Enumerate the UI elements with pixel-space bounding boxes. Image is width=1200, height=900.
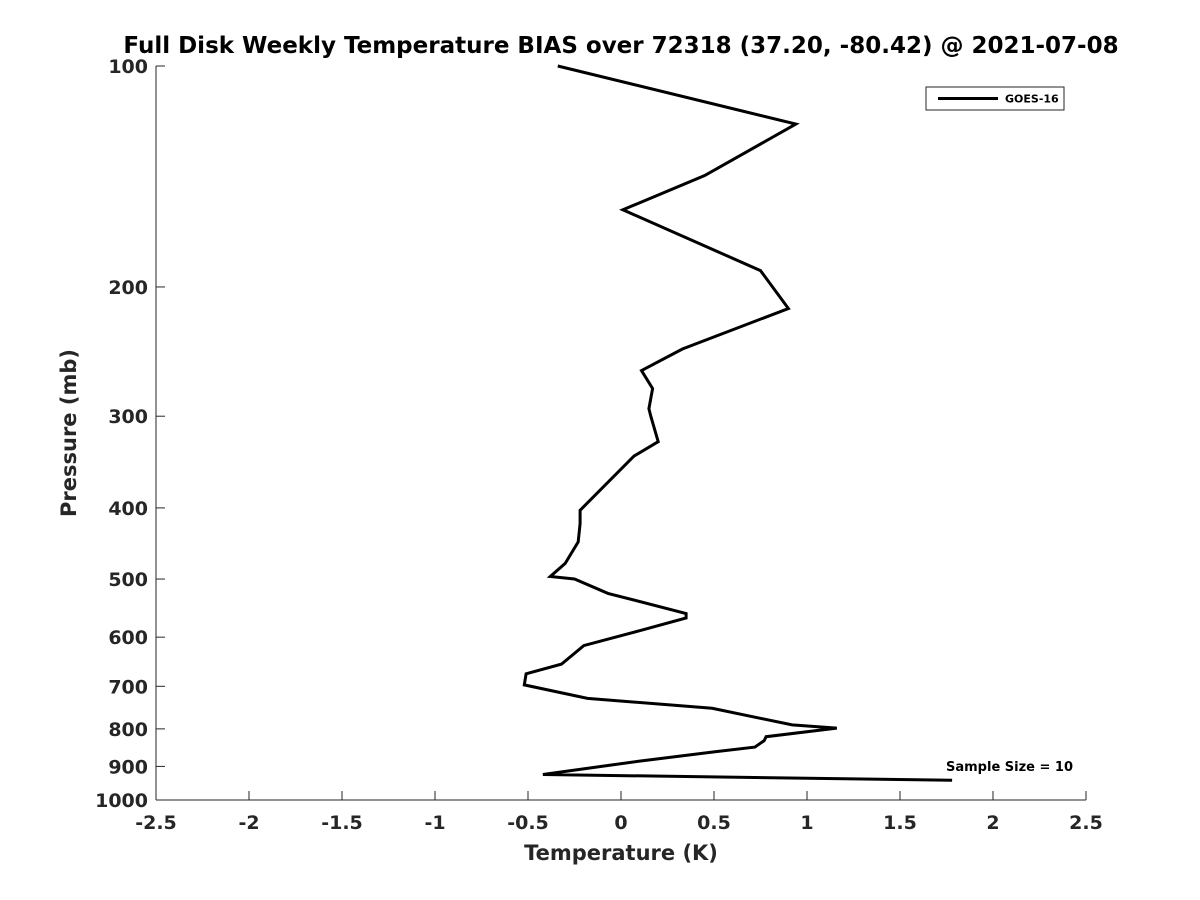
x-tick-label: 1 [800, 812, 813, 834]
x-tick-label: 2 [986, 812, 999, 834]
sample-size-annotation: Sample Size = 10 [946, 760, 1073, 775]
x-ticks: -2.5 -2 -1.5 -1 -0.5 0 0.5 1 1.5 2 2.5 [135, 791, 1103, 834]
x-tick-label: -2 [238, 812, 259, 834]
x-tick-label: -1.5 [321, 812, 363, 834]
x-axis-label: Temperature (K) [524, 841, 718, 865]
y-tick-label: 500 [108, 569, 148, 591]
y-tick-label: 100 [108, 56, 148, 78]
plot-axes [155, 66, 1086, 801]
legend-label-goes-16: GOES-16 [1005, 93, 1059, 106]
y-tick-label: 400 [108, 498, 148, 520]
x-tick-label: -2.5 [135, 812, 177, 834]
y-tick-label: 200 [108, 277, 148, 299]
x-tick-label: 0 [614, 812, 627, 834]
x-tick-label: -1 [424, 812, 445, 834]
x-tick-label: 0.5 [697, 812, 731, 834]
x-tick-label: 2.5 [1069, 812, 1103, 834]
y-tick-label: 300 [108, 406, 148, 428]
y-tick-label: 700 [108, 676, 148, 698]
y-tick-label: 800 [108, 719, 148, 741]
series-layer [522, 64, 953, 782]
chart-title: Full Disk Weekly Temperature BIAS over 7… [123, 33, 1118, 59]
y-tick-label: 600 [108, 627, 148, 649]
x-tick-label: 1.5 [883, 812, 917, 834]
y-tick-label: 900 [108, 756, 148, 778]
x-tick-label: -0.5 [507, 812, 549, 834]
series-line-goes-16 [522, 64, 953, 782]
legend: GOES-16 [925, 86, 1065, 111]
y-axis-label: Pressure (mb) [57, 349, 81, 517]
y-ticks: 100 200 300 400 500 600 700 800 900 1000 [95, 56, 165, 812]
y-tick-label: 1000 [95, 790, 148, 812]
